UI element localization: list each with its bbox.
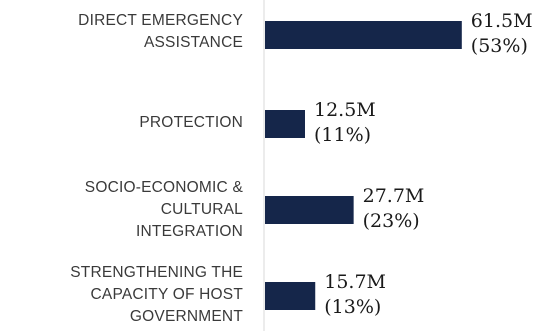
data-label-1: 12.5M (11%) xyxy=(314,98,376,148)
category-label-line: GOVERNMENT xyxy=(129,308,243,325)
category-label-line: DIRECT EMERGENCY xyxy=(78,12,243,29)
category-label-line: STRENGTHENING THE xyxy=(70,264,243,281)
category-label-line: SOCIO-ECONOMIC & xyxy=(84,179,243,196)
data-label-0: 61.5M (53%) xyxy=(471,9,533,59)
category-label-3: STRENGTHENING THE CAPACITY OF HOST GOVERNM… xyxy=(70,262,243,328)
bar-0 xyxy=(265,21,462,49)
data-label-3: 15.7M (13%) xyxy=(324,270,386,320)
data-label-value: 15.7M xyxy=(324,271,386,293)
category-label-1: PROTECTION xyxy=(139,112,243,134)
category-label-2: SOCIO-ECONOMIC & CULTURAL INTEGRATION xyxy=(85,177,243,243)
category-label-line: PROTECTION xyxy=(139,114,243,131)
bar-2 xyxy=(265,196,354,224)
category-label-line: ASSISTANCE xyxy=(143,34,243,51)
bar-3 xyxy=(265,282,316,310)
data-label-percent: (53%) xyxy=(470,35,528,57)
data-label-value: 61.5M xyxy=(470,10,533,32)
bar-1 xyxy=(265,110,305,138)
data-label-percent: (23%) xyxy=(362,210,420,232)
data-label-2: 27.7M (23%) xyxy=(363,184,425,234)
category-label-line: CULTURAL xyxy=(160,201,243,218)
data-label-value: 12.5M xyxy=(314,99,376,121)
category-label-0: DIRECT EMERGENCY ASSISTANCE xyxy=(78,10,243,54)
category-label-line: CAPACITY OF HOST xyxy=(90,286,243,303)
data-label-percent: (11%) xyxy=(314,124,372,146)
category-label-line: INTEGRATION xyxy=(136,223,243,240)
data-label-percent: (13%) xyxy=(324,296,382,318)
data-label-value: 27.7M xyxy=(362,185,425,207)
